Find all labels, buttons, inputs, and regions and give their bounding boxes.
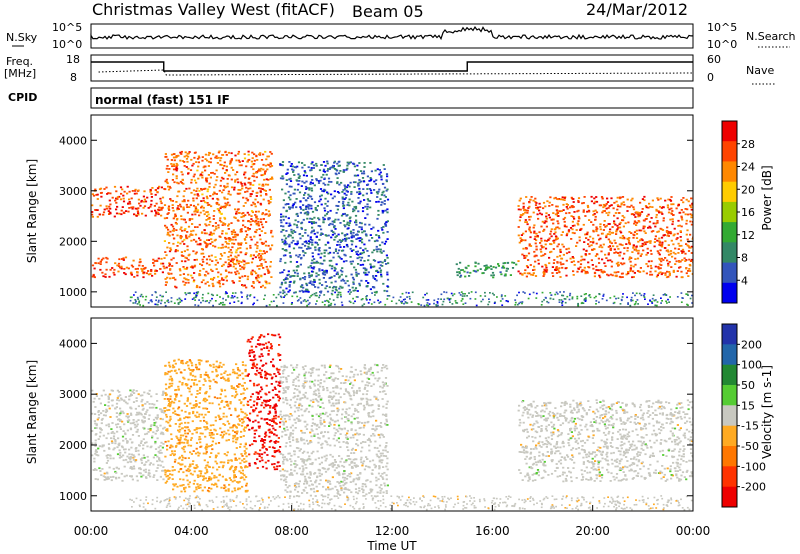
- freq-panel-frame: [90, 54, 694, 82]
- colorbar-tick-5: -50: [741, 440, 759, 453]
- xtick-label-6: 00:00: [676, 524, 711, 538]
- ytick-label-2: 2000: [59, 235, 87, 248]
- colorbar-swatch-6: [722, 446, 737, 467]
- noise-right-tick-top: 10^5: [707, 21, 737, 34]
- xtick-label-3: 12:00: [375, 524, 410, 538]
- xtick-label-5: 20:00: [575, 524, 610, 538]
- beam-label: Beam 05: [352, 2, 424, 21]
- noise-right-label: N.Search: [746, 30, 796, 43]
- freq-label-line2: [MHz]: [4, 67, 36, 80]
- cpid-value: normal (fast) 151 IF: [95, 93, 230, 107]
- power-echo-region-5: [517, 195, 693, 279]
- ytick-label-1: 3000: [59, 185, 87, 198]
- colorbar-swatch-4: [722, 201, 737, 223]
- colorbar-swatch-7: [722, 262, 737, 284]
- ytick-label-0: 4000: [59, 134, 87, 147]
- noise-left-tick-top: 10^5: [52, 21, 82, 34]
- colorbar-swatch-5: [722, 425, 737, 447]
- power-yticks: 4000 3000 2000 1000: [59, 134, 693, 299]
- noise-sky-line: [90, 26, 693, 41]
- power-echo-region-3: [279, 160, 390, 294]
- ytick-label-3: 1000: [59, 490, 87, 503]
- xaxis-label: Time UT: [366, 539, 417, 553]
- colorbar-tick-4: 12: [741, 229, 755, 242]
- colorbar-swatch-0: [722, 324, 737, 345]
- colorbar-tick-2: 20: [741, 183, 755, 196]
- colorbar-frame: [721, 323, 738, 508]
- velocity-echo-region-3: [279, 363, 389, 498]
- colorbar-tick-4: -15: [741, 420, 759, 433]
- xtick-label-0: 00:00: [74, 524, 109, 538]
- power-ground-scatter: [129, 291, 693, 307]
- velocity-colorbar: 200 100 50 15 -15 -50 -100 -200: [721, 323, 766, 508]
- velocity-echo-region-2: [246, 333, 282, 471]
- colorbar-tick-7: -200: [741, 481, 766, 494]
- noise-right-tick-bottom: 10^0: [707, 38, 737, 51]
- colorbar-swatch-3: [722, 385, 737, 406]
- colorbar-swatch-0: [722, 121, 737, 142]
- velocity-echo-region-0: [91, 389, 166, 482]
- velocity-yticks: 4000 3000 2000 1000: [59, 337, 693, 503]
- ytick-label-0: 4000: [59, 337, 87, 350]
- power-echo-region-2: [163, 150, 274, 289]
- power-echo-region-4: [455, 261, 518, 279]
- colorbar-swatch-1: [722, 141, 737, 162]
- velocity-echo-region-4: [517, 399, 693, 483]
- colorbar-swatch-6: [722, 242, 737, 263]
- colorbar-tick-6: 4: [741, 274, 748, 287]
- power-heatmap: [91, 150, 693, 307]
- ytick-label-3: 1000: [59, 286, 87, 299]
- colorbar-swatch-4: [722, 405, 737, 427]
- colorbar-swatch-5: [722, 222, 737, 243]
- noise-left-tick-bottom: 10^0: [52, 38, 82, 51]
- ytick-label-2: 2000: [59, 439, 87, 452]
- colorbar-swatch-3: [722, 181, 737, 203]
- colorbar-tick-5: 8: [741, 252, 748, 265]
- colorbar-tick-1: 24: [741, 161, 755, 174]
- freq-tick-bottom: 8: [70, 71, 77, 84]
- cpid-label: CPID: [8, 91, 37, 104]
- noise-left-label: N.Sky: [6, 31, 38, 44]
- colorbar-swatch-7: [722, 466, 737, 488]
- nave-line: [98, 69, 694, 76]
- colorbar-tick-0: 28: [741, 138, 755, 151]
- colorbar-swatch-2: [722, 161, 737, 183]
- power-colorbar-label: Power [dB]: [760, 165, 774, 230]
- velocity-ylabel: Slant Range [km]: [25, 360, 39, 464]
- colorbar-tick-3: 15: [741, 399, 755, 412]
- power-colorbar: 28 24 20 16 12 8 4: [721, 120, 755, 304]
- colorbar-swatch-1: [722, 344, 737, 366]
- time-axis: 00:00 04:00 08:00 12:00 16:00 20:00 00:00: [74, 505, 711, 538]
- colorbar-swatch-8: [722, 282, 737, 304]
- velocity-heatmap: [91, 333, 693, 511]
- xtick-label-2: 08:00: [274, 524, 309, 538]
- power-ylabel: Slant Range [km]: [25, 159, 39, 263]
- colorbar-tick-2: 50: [741, 379, 755, 392]
- colorbar-tick-6: -100: [741, 460, 766, 473]
- cpid-panel-frame: [90, 87, 694, 109]
- colorbar-swatch-2: [722, 364, 737, 386]
- colorbar-tick-0: 200: [741, 338, 762, 351]
- velocity-colorbar-label: Velocity [m s-1]: [760, 365, 774, 459]
- plot-title: Christmas Valley West (fitACF): [92, 0, 335, 19]
- xtick-label-1: 04:00: [174, 524, 209, 538]
- nave-tick-top: 60: [707, 53, 721, 66]
- power-echo-region-0: [91, 185, 166, 218]
- nave-label: Nave: [746, 64, 774, 77]
- freq-label-line1: Freq.: [6, 55, 33, 68]
- power-echo-region-1: [91, 256, 166, 279]
- freq-line: [91, 61, 693, 72]
- freq-tick-top: 18: [66, 53, 80, 66]
- power-panel-frame: [90, 114, 694, 308]
- velocity-echo-region-1: [163, 358, 249, 493]
- velocity-ground-scatter: [129, 495, 693, 511]
- colorbar-swatch-8: [722, 486, 737, 508]
- nave-tick-bottom: 0: [707, 71, 714, 84]
- colorbar-tick-3: 16: [741, 206, 755, 219]
- colorbar-tick-1: 100: [741, 359, 762, 372]
- date-label: 24/Mar/2012: [586, 0, 688, 19]
- ytick-label-1: 3000: [59, 388, 87, 401]
- xtick-label-4: 16:00: [475, 524, 510, 538]
